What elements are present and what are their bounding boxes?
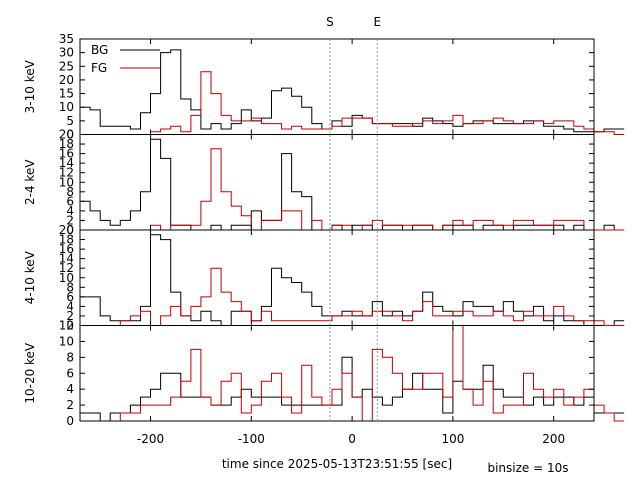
y-tick-label: 8 xyxy=(66,350,74,364)
x-tick-label: 100 xyxy=(441,432,464,446)
series-bg-panel-2 xyxy=(80,138,625,231)
panel-frame xyxy=(79,134,595,231)
y-axis-label: 4-10 keV xyxy=(23,250,37,304)
series-bg-panel-1 xyxy=(80,49,625,133)
series-fg-panel-3 xyxy=(80,267,625,326)
y-tick-label: 10 xyxy=(59,271,74,285)
y-tick-label: 18 xyxy=(59,137,74,151)
y-tick-label: 0 xyxy=(66,319,74,333)
y-tick-label: 20 xyxy=(59,73,74,87)
y-tick-label: 8 xyxy=(66,185,74,199)
y-tick-label: 25 xyxy=(59,59,74,73)
y-tick-label: 20 xyxy=(59,128,74,142)
y-tick-label: 2 xyxy=(66,309,74,323)
y-tick-label: 2 xyxy=(66,213,74,227)
y-tick-label: 12 xyxy=(59,319,74,333)
y-tick-label: 4 xyxy=(66,299,74,313)
marker-label-e: E xyxy=(374,15,382,29)
y-tick-label: 12 xyxy=(59,166,74,180)
legend-label-fg: FG xyxy=(91,61,107,75)
y-tick-label: 16 xyxy=(59,242,74,256)
x-tick-label: -100 xyxy=(238,432,265,446)
y-tick-label: 0 xyxy=(66,128,74,142)
y-tick-label: 20 xyxy=(59,223,74,237)
y-tick-label: 10 xyxy=(59,100,74,114)
y-tick-label: 15 xyxy=(59,87,74,101)
x-tick-label: 200 xyxy=(542,432,565,446)
series-fg-panel-1 xyxy=(80,71,625,135)
y-tick-label: 6 xyxy=(66,366,74,380)
x-tick-label: -200 xyxy=(137,432,164,446)
panel-frame xyxy=(79,325,595,422)
y-tick-label: 0 xyxy=(66,414,74,428)
panel-frame xyxy=(79,38,595,135)
y-tick-label: 14 xyxy=(59,156,74,170)
y-axis-label: 3-10 keV xyxy=(23,59,37,113)
series-fg-panel-2 xyxy=(80,148,625,231)
y-tick-label: 35 xyxy=(59,32,74,46)
y-tick-label: 16 xyxy=(59,147,74,161)
y-tick-label: 10 xyxy=(59,175,74,189)
y-tick-label: 4 xyxy=(66,382,74,396)
y-tick-label: 14 xyxy=(59,252,74,266)
y-tick-label: 30 xyxy=(59,46,74,60)
x-axis-label: time since 2025-05-13T23:51:55 [sec] xyxy=(222,457,452,471)
series-fg-panel-4 xyxy=(80,325,625,422)
y-tick-label: 18 xyxy=(59,233,74,247)
y-axis-label: 10-20 keV xyxy=(23,342,37,404)
marker-label-s: S xyxy=(326,15,334,29)
y-tick-label: 0 xyxy=(66,223,74,237)
y-tick-label: 10 xyxy=(59,334,74,348)
x-axis: -200 -100 0 100 200 xyxy=(137,432,565,446)
y-tick-label: 12 xyxy=(59,261,74,275)
binsize-note: binsize = 10s xyxy=(487,461,568,475)
y-tick-label: 2 xyxy=(66,398,74,412)
y-tick-label: 8 xyxy=(66,280,74,294)
y-tick-label: 5 xyxy=(66,114,74,128)
y-tick-label: 4 xyxy=(66,204,74,218)
y-tick-label: 6 xyxy=(66,194,74,208)
legend-label-bg: BG xyxy=(91,43,108,57)
y-axis-label: 2-4 keV xyxy=(23,159,37,205)
x-tick-label: 0 xyxy=(348,432,356,446)
y-tick-label: 6 xyxy=(66,290,74,304)
